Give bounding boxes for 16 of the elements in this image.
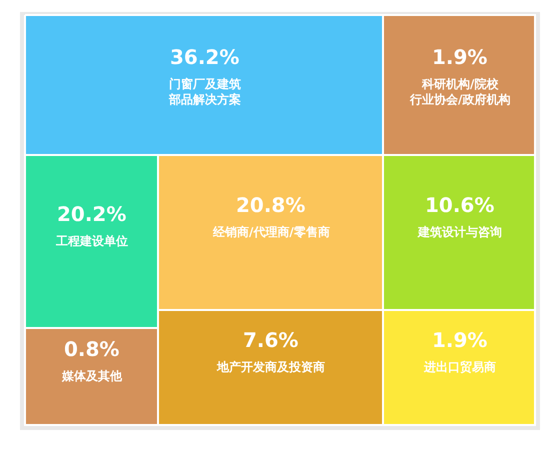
category-label: 地产开发商及投资商 [216, 360, 325, 374]
data-label: 1.9% [432, 328, 488, 352]
category-label: 建筑设计与咨询 [417, 225, 502, 239]
category-label: 媒体及其他 [61, 369, 123, 383]
category-label: 工程建设单位 [55, 234, 128, 248]
data-label: 36.2% [170, 45, 240, 69]
data-label: 10.6% [425, 193, 494, 217]
category-label: 门窗厂及建筑部品解决方案 [168, 77, 241, 107]
data-label: 1.9% [432, 45, 488, 69]
data-label: 20.8% [236, 193, 306, 217]
data-label: 0.8% [64, 337, 120, 361]
data-label: 20.2% [57, 202, 126, 226]
data-label: 7.6% [243, 328, 298, 352]
category-label: 科研机构/院校行业协会/政府机构 [409, 77, 510, 107]
category-label: 经销商/代理商/零售商 [212, 225, 330, 239]
category-label: 进出口贸易商 [423, 360, 496, 374]
